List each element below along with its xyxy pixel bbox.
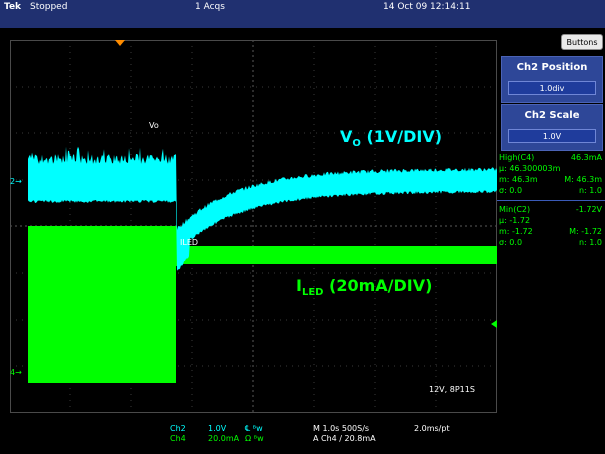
measurement-high-value: 46.3mA	[570, 153, 602, 162]
trigger-level-marker	[491, 320, 497, 328]
ch4-readout-label[interactable]: Ch4	[170, 434, 186, 443]
measurement-low-label: Min(C2)	[499, 205, 531, 214]
measurement-low-mean-row: μ: -1.72	[499, 216, 605, 227]
trigger-position-marker	[115, 40, 125, 46]
ch2-scale-title: Ch2 Scale	[524, 110, 580, 121]
measurement-low-max: M: -1.72	[569, 227, 602, 236]
brand-label: Tek	[4, 2, 22, 12]
ch2-readout-scale[interactable]: 1.0V	[208, 424, 227, 433]
measurement-high-min: m: 46.3m	[499, 175, 538, 184]
ch2-scale-value[interactable]: 1.0V	[508, 129, 596, 143]
acquisition-count: 1 Acqs	[195, 2, 225, 12]
ch2-position-value[interactable]: 1.0div	[508, 81, 596, 95]
measurement-high-minmax-row: m: 46.3m M: 46.3m	[499, 175, 605, 186]
acquisition-state: Stopped	[30, 2, 68, 12]
measurement-low-sigma: σ: 0.0	[499, 238, 523, 247]
ch2-readout-label[interactable]: Ch2	[170, 424, 186, 433]
vo-annot-sub: O	[352, 138, 361, 150]
ch2-position-control[interactable]: Ch2 Position 1.0div	[501, 56, 603, 103]
measurement-high-stats-row: σ: 0.0 n: 1.0	[499, 186, 605, 197]
iled-transition	[174, 226, 177, 266]
measurement-divider	[497, 200, 605, 201]
measurement-high-label: High(C4)	[499, 153, 535, 162]
iled-trace-label: ILED	[180, 238, 199, 247]
vo-annot-rest: (1V/DIV)	[360, 127, 443, 146]
trigger-readout[interactable]: A Ch4 ∕ 20.8mA	[313, 434, 376, 443]
ch2-readout-coupling: ℄ ᴮw	[245, 424, 263, 433]
measurement-high-max: M: 46.3m	[564, 175, 602, 184]
ch4-ground-marker[interactable]: 4→	[10, 368, 22, 377]
measurement-high-count: n: 1.0	[578, 186, 602, 195]
ch2-ground-marker[interactable]: 2→	[10, 177, 22, 186]
measurement-high-mean-row: μ: 46.300003m	[499, 164, 605, 175]
iled-scale-annotation: ILED (20mA/DIV)	[296, 276, 432, 298]
buttons-button[interactable]: Buttons	[561, 34, 603, 50]
ch2-marker-label: 2	[10, 177, 16, 186]
test-condition-label: 12V, 8P11S	[429, 385, 475, 394]
measurement-low-min: m: -1.72	[499, 227, 533, 236]
date-time: 14 Oct 09 12:14:11	[383, 2, 471, 12]
vo-trace-label: Vo	[149, 121, 159, 130]
measurement-low-count: n: 1.0	[578, 238, 602, 247]
ch4-readout-coupling: Ω ᴮw	[245, 434, 264, 443]
measurement-low-stats-row: σ: 0.0 n: 1.0	[499, 238, 605, 249]
iled-annot-rest: (20mA/DIV)	[323, 276, 433, 295]
measurement-high-sigma: σ: 0.0	[499, 186, 523, 195]
vo-annot-main: V	[340, 127, 353, 146]
iled-waveform	[28, 226, 497, 383]
measurement-high: High(C4) 46.3mA	[499, 153, 605, 164]
ch4-marker-label: 4	[10, 368, 16, 377]
record-readout: 2.0ms/pt	[414, 424, 450, 433]
iled-annot-sub: LED	[301, 287, 324, 299]
ch4-readout-scale[interactable]: 20.0mA	[208, 434, 240, 443]
ch2-position-title: Ch2 Position	[516, 62, 588, 73]
timebase-readout[interactable]: M 1.0s 500S/s	[313, 424, 370, 433]
measurement-low-minmax-row: m: -1.72 M: -1.72	[499, 227, 605, 238]
iled-high-region	[28, 226, 176, 383]
measurement-high-mean: μ: 46.300003m	[499, 164, 561, 173]
measurement-low: Min(C2) -1.72V	[499, 205, 605, 216]
iled-annot-main: I	[296, 276, 302, 295]
iled-low-band	[176, 246, 497, 264]
status-bar: Tek Stopped 1 Acqs 14 Oct 09 12:14:11	[0, 0, 605, 28]
ch2-scale-control[interactable]: Ch2 Scale 1.0V	[501, 104, 603, 151]
measurement-low-value: -1.72V	[575, 205, 602, 214]
vo-waveform	[28, 146, 497, 271]
vo-scale-annotation: VO (1V/DIV)	[340, 127, 442, 149]
measurement-low-mean: μ: -1.72	[499, 216, 531, 225]
bottom-readout-bar: Ch2 1.0V ℄ ᴮw Ch4 20.0mA Ω ᴮw M 1.0s 500…	[0, 418, 497, 454]
